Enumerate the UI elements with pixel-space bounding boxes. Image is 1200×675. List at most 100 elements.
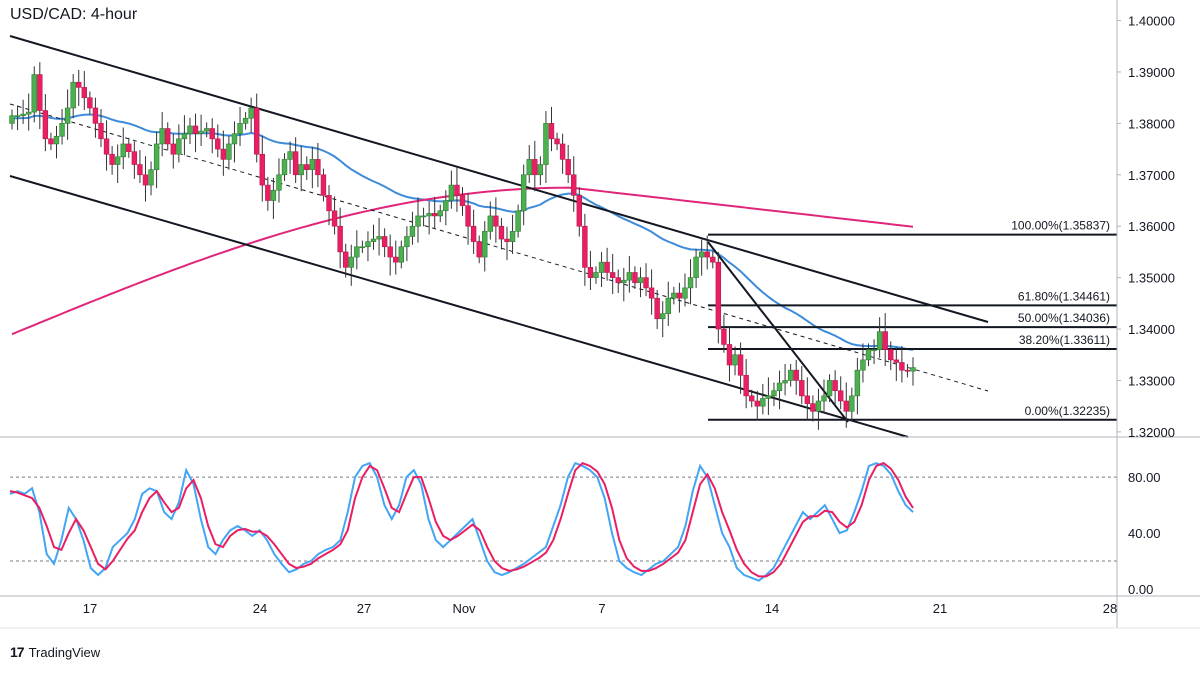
candle-body	[443, 200, 449, 212]
candle-body	[343, 251, 349, 268]
candle-body	[476, 241, 482, 258]
candle-body	[520, 174, 527, 212]
candle-body	[548, 123, 555, 140]
tradingview-logo-icon: 17	[10, 644, 25, 660]
candle-body	[793, 369, 799, 381]
candle-body	[215, 138, 221, 150]
candle-body	[276, 174, 282, 191]
candle-body	[153, 143, 160, 170]
price-tick-label: 1.37000	[1128, 168, 1175, 183]
candle-body	[226, 143, 232, 160]
stoch-tick-label: 0.00	[1128, 582, 1153, 597]
candle-body	[242, 117, 249, 124]
candle-body	[710, 256, 716, 263]
candle-body	[48, 138, 54, 145]
candle-body	[437, 210, 443, 217]
candle-body	[665, 297, 671, 314]
candle-body	[192, 125, 199, 134]
candle-body	[9, 115, 15, 124]
candle-body	[181, 133, 188, 140]
candle-body	[854, 369, 861, 397]
candle-body	[231, 133, 238, 145]
candle-body	[448, 184, 455, 201]
candle-body	[732, 354, 738, 366]
candle-body	[743, 375, 749, 397]
candle-body	[387, 246, 393, 258]
candle-body	[899, 362, 905, 371]
candle-body	[92, 107, 99, 124]
candle-body	[498, 225, 505, 240]
candle-body	[604, 261, 610, 273]
fib-level-label: 38.20%(1.33611)	[1019, 333, 1110, 347]
channel-lower-line	[9, 175, 909, 438]
candle-body	[509, 231, 516, 242]
candle-body	[398, 246, 405, 263]
candle-body	[682, 287, 688, 299]
candle-body	[537, 164, 544, 176]
candle-body	[198, 130, 204, 134]
candle-body	[31, 74, 37, 113]
time-tick-label: 24	[253, 601, 267, 616]
ema-fast-line	[11, 113, 914, 351]
candle-body	[120, 143, 126, 158]
candle-body	[876, 331, 883, 350]
price-tick-label: 1.34000	[1128, 322, 1175, 337]
candle-body	[587, 267, 594, 278]
candle-body	[871, 349, 877, 351]
candle-body	[676, 292, 683, 299]
candle-body	[298, 164, 304, 176]
candle-body	[103, 138, 110, 155]
candle-body	[804, 395, 811, 404]
candle-body	[409, 225, 416, 237]
candle-body	[637, 277, 644, 284]
time-tick-label: 17	[83, 601, 97, 616]
candles	[9, 62, 916, 430]
candle-body	[137, 164, 143, 176]
price-tick-label: 1.40000	[1128, 14, 1175, 29]
candle-body	[621, 279, 627, 284]
candle-body	[626, 272, 633, 281]
brand-name: TradingView	[28, 644, 101, 660]
candle-body	[693, 256, 699, 278]
candle-body	[593, 272, 599, 278]
candle-body	[337, 225, 343, 253]
stoch-tick-label: 40.00	[1128, 526, 1161, 541]
candle-body	[203, 128, 210, 132]
candle-body	[660, 313, 666, 320]
candle-body	[348, 256, 354, 268]
tradingview-brand[interactable]: 17 TradingView	[10, 644, 100, 660]
candle-body	[493, 215, 499, 227]
candle-body	[64, 107, 71, 124]
stochastic-indicator	[9, 461, 914, 582]
candle-body	[849, 395, 855, 412]
candle-body	[431, 213, 438, 217]
candle-body	[76, 81, 82, 88]
candle-body	[715, 261, 722, 330]
candle-body	[25, 111, 32, 115]
candle-body	[910, 367, 916, 372]
candle-body	[515, 210, 521, 232]
candle-body	[37, 74, 43, 111]
candle-body	[760, 398, 766, 407]
candle-body	[287, 151, 293, 160]
candle-body	[860, 359, 866, 371]
candle-body	[554, 138, 560, 145]
candle-body	[98, 123, 104, 140]
candle-body	[698, 251, 705, 258]
candle-body	[749, 395, 755, 402]
channel-upper-line	[9, 35, 989, 323]
candle-body	[465, 205, 471, 227]
candle-body	[326, 195, 332, 212]
candle-body	[704, 251, 710, 258]
price-tick-label: 1.39000	[1128, 65, 1175, 80]
candle-body	[315, 159, 321, 176]
candle-body	[415, 215, 421, 227]
candle-body	[304, 164, 310, 170]
candle-body	[487, 215, 494, 232]
candle-body	[576, 195, 582, 227]
candle-body	[109, 153, 115, 165]
candle-body	[654, 297, 660, 320]
chart-title: USD/CAD: 4-hour	[10, 6, 138, 23]
candle-body	[393, 256, 399, 263]
candle-body	[559, 143, 566, 160]
